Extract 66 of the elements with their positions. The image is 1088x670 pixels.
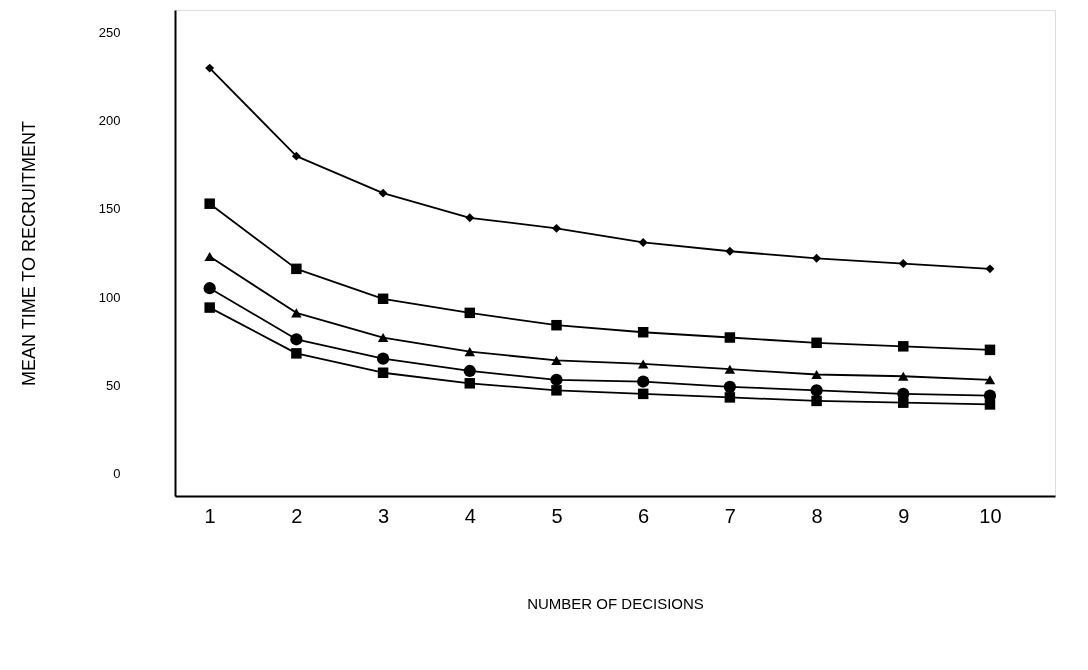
- point: [291, 151, 301, 161]
- x-tick-label: 3: [378, 504, 390, 527]
- point: [984, 375, 996, 385]
- point: [898, 371, 909, 381]
- point: [637, 375, 650, 388]
- point: [203, 282, 216, 295]
- x-tick-label: 4: [464, 504, 476, 527]
- point: [551, 319, 562, 331]
- point: [898, 397, 909, 408]
- point: [725, 246, 735, 256]
- point: [723, 380, 736, 393]
- y-tick-label: 150: [98, 201, 121, 217]
- y-tick-label: 200: [98, 113, 121, 129]
- point: [376, 352, 390, 365]
- point: [811, 369, 822, 380]
- x-tick-label: 2: [291, 504, 303, 527]
- point: [378, 188, 388, 198]
- point: [204, 251, 215, 262]
- point: [898, 259, 908, 269]
- point: [291, 348, 302, 359]
- point: [377, 367, 389, 378]
- point: [898, 341, 909, 352]
- point: [551, 355, 562, 365]
- point: [812, 253, 822, 263]
- point: [463, 364, 476, 378]
- point: [205, 63, 215, 73]
- point: [637, 359, 649, 369]
- point: [811, 395, 822, 407]
- point: [291, 263, 302, 275]
- point: [724, 392, 736, 403]
- x-tick-label: 1: [204, 504, 216, 527]
- x-tick-label: 7: [724, 504, 736, 527]
- point: [724, 332, 736, 343]
- x-tick-label: 8: [811, 504, 823, 527]
- point: [291, 308, 302, 318]
- point: [984, 399, 996, 410]
- y-tick-label: 50: [106, 377, 121, 393]
- y-tick-label: 250: [98, 25, 121, 41]
- y-axis-title: MEAN TIME TO RECRUITMENT: [18, 120, 39, 387]
- point: [377, 293, 389, 305]
- point: [465, 213, 475, 223]
- point: [204, 198, 215, 209]
- point: [552, 223, 561, 233]
- x-tick-label: 6: [638, 504, 650, 527]
- point: [550, 373, 563, 386]
- y-tick-label: 0: [113, 465, 121, 481]
- point: [204, 302, 215, 313]
- y-tick-label: 100: [98, 289, 121, 305]
- x-tick-label: 10: [979, 504, 1002, 527]
- point: [984, 344, 996, 356]
- point: [377, 332, 389, 343]
- point: [985, 264, 995, 274]
- point: [638, 237, 648, 247]
- point: [811, 337, 822, 349]
- x-axis-title: NUMBER OF DECISIONS: [527, 594, 704, 612]
- point: [637, 327, 649, 338]
- point: [637, 388, 649, 400]
- point: [464, 347, 476, 357]
- point: [464, 378, 476, 389]
- point: [551, 385, 562, 396]
- x-tick-label: 5: [551, 504, 563, 527]
- point: [810, 384, 823, 397]
- point: [464, 307, 476, 319]
- point: [724, 364, 736, 374]
- point: [290, 333, 303, 346]
- x-tick-label: 9: [898, 504, 910, 527]
